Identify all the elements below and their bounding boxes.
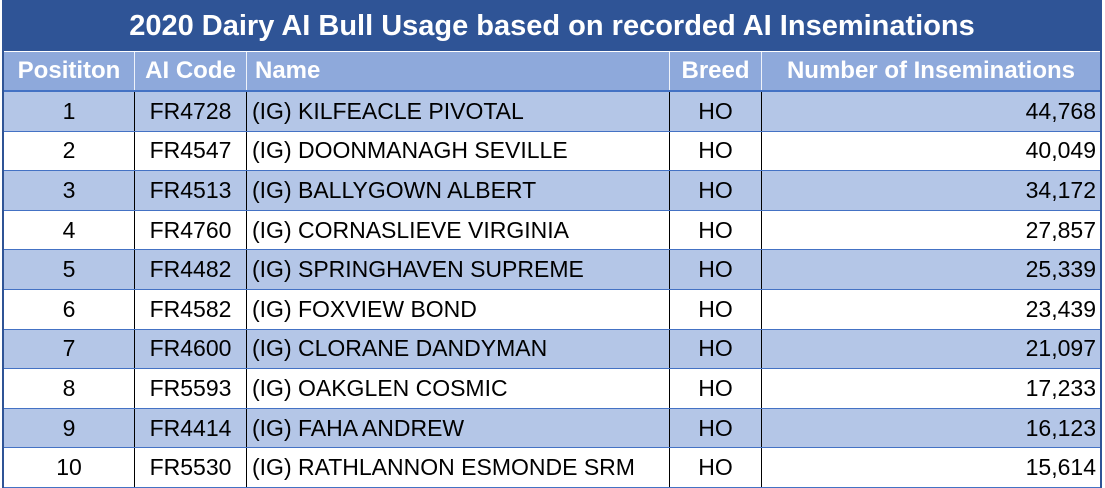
table-row: 5 FR4482 (IG) SPRINGHAVEN SUPREME HO 25,339	[4, 250, 1100, 290]
table-row: 8 FR5593 (IG) OAKGLEN COSMIC HO 17,233	[4, 369, 1100, 409]
cell-position: 1	[4, 92, 135, 131]
cell-ai-code: FR4600	[135, 329, 247, 369]
cell-ai-code: FR4582	[135, 289, 247, 329]
cell-position: 5	[4, 250, 135, 289]
cell-inseminations: 21,097	[1025, 335, 1096, 362]
cell-name: (IG) FAHA ANDREW	[247, 408, 670, 448]
table-row: 7 FR4600 (IG) CLORANE DANDYMAN HO 21,097	[4, 329, 1100, 370]
cell-breed: HO	[670, 210, 762, 250]
cell-breed: HO	[670, 92, 762, 131]
cell-position: 2	[4, 131, 135, 171]
cell-ai-code: FR4728	[135, 92, 247, 131]
cell-ai-code: FR4547	[135, 131, 247, 171]
cell-inseminations: 44,768	[1025, 97, 1096, 124]
cell-position: 4	[4, 210, 135, 250]
cell-breed: HO	[670, 329, 762, 369]
cell-position: 9	[4, 408, 135, 448]
header-row: Posititon AI Code Name Breed Number of I…	[4, 52, 1100, 92]
header-name: Name	[247, 52, 670, 90]
cell-ai-code: FR4482	[135, 250, 247, 289]
table-row: 2 FR4547 (IG) DOONMANAGH SEVILLE HO 40,049	[4, 131, 1100, 172]
cell-inseminations: 27,857	[1025, 216, 1096, 243]
header-ai-code: AI Code	[135, 52, 247, 90]
cell-name: (IG) CORNASLIEVE VIRGINIA	[247, 210, 670, 250]
cell-position: 6	[4, 289, 135, 329]
cell-inseminations: 34,172	[1025, 176, 1096, 203]
cell-name: (IG) RATHLANNON ESMONDE SRM	[247, 448, 670, 487]
cell-ai-code: FR4760	[135, 210, 247, 250]
cell-name: (IG) SPRINGHAVEN SUPREME	[247, 250, 670, 289]
header-number-of-inseminations: Number of Inseminations	[786, 57, 1076, 84]
header-position: Posititon	[4, 52, 135, 90]
table-body: 1 FR4728 (IG) KILFEACLE PIVOTAL HO 44,768 2 FR…	[4, 92, 1100, 488]
table-row: 6 FR4582 (IG) FOXVIEW BOND HO 23,439	[4, 289, 1100, 330]
cell-breed: HO	[670, 369, 762, 408]
table-row: 1 FR4728 (IG) KILFEACLE PIVOTAL HO 44,768	[4, 92, 1100, 132]
cell-name: (IG) BALLYGOWN ALBERT	[247, 171, 670, 210]
cell-breed: HO	[670, 131, 762, 171]
table-row: 4 FR4760 (IG) CORNASLIEVE VIRGINIA HO 27,857	[4, 210, 1100, 251]
cell-name: (IG) KILFEACLE PIVOTAL	[247, 92, 670, 131]
cell-name: (IG) CLORANE DANDYMAN	[247, 329, 670, 369]
cell-inseminations: 23,439	[1025, 295, 1096, 322]
cell-ai-code: FR4414	[135, 408, 247, 448]
cell-position: 7	[4, 329, 135, 369]
cell-breed: HO	[670, 171, 762, 210]
cell-breed: HO	[670, 289, 762, 329]
cell-ai-code: FR5593	[135, 369, 247, 408]
cell-breed: HO	[670, 250, 762, 289]
table-row: 3 FR4513 (IG) BALLYGOWN ALBERT HO 34,172	[4, 171, 1100, 211]
cell-inseminations: 16,123	[1025, 414, 1096, 441]
cell-breed: HO	[670, 448, 762, 487]
cell-inseminations: 25,339	[1025, 256, 1096, 283]
table-row: 9 FR4414 (IG) FAHA ANDREW HO 16,123	[4, 408, 1100, 449]
cell-name: (IG) FOXVIEW BOND	[247, 289, 670, 329]
cell-inseminations: 15,614	[1025, 454, 1096, 481]
cell-inseminations: 40,049	[1025, 137, 1096, 164]
cell-name: (IG) DOONMANAGH SEVILLE	[247, 131, 670, 171]
cell-position: 10	[4, 448, 135, 487]
cell-position: 3	[4, 171, 135, 210]
cell-ai-code: FR5530	[135, 448, 247, 487]
cell-inseminations: 17,233	[1025, 374, 1096, 401]
cell-breed: HO	[670, 408, 762, 448]
cell-name: (IG) OAKGLEN COSMIC	[247, 369, 670, 408]
cell-position: 8	[4, 369, 135, 408]
header-breed: Breed	[670, 52, 762, 90]
table-row: 10 FR5530 (IG) RATHLANNON ESMONDE SRM HO 15,…	[4, 448, 1100, 488]
cell-ai-code: FR4513	[135, 171, 247, 210]
table-title: 2020 Dairy AI Bull Usage based on record…	[4, 0, 1100, 52]
